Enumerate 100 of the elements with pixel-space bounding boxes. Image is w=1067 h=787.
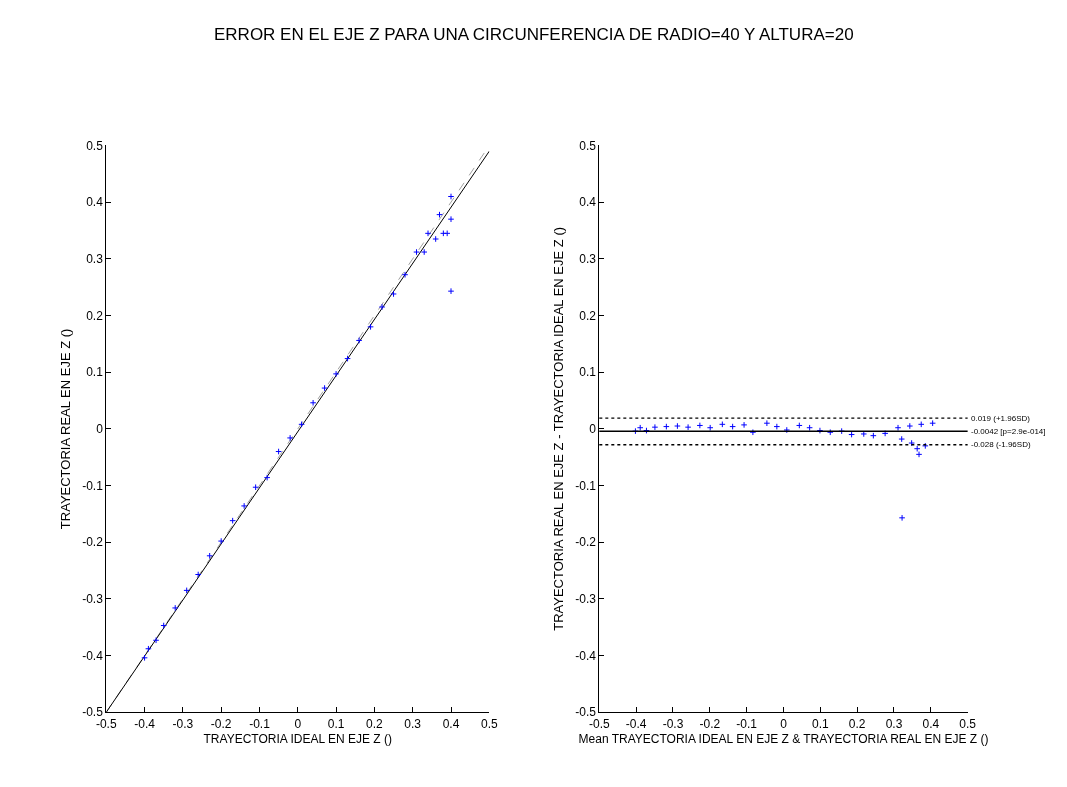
point [740, 421, 748, 429]
x-tick-label: 0.4 [442, 716, 460, 731]
text: ERROR EN EL EJE Z PARA UNA CIRCUNFERENCIA DE RADIO=40 Y ALTURA=20 [214, 25, 854, 44]
point [906, 422, 914, 430]
point [390, 290, 397, 298]
point [367, 323, 374, 331]
x-tick-label: -0.3 [172, 716, 194, 731]
point [898, 435, 906, 443]
point [684, 423, 692, 431]
y-tick-label: 0.5 [86, 138, 104, 153]
point [783, 426, 791, 434]
y-tick-label: -0.1 [575, 478, 597, 493]
point [651, 423, 659, 431]
point [447, 215, 455, 223]
x-tick-label: 0.5 [959, 716, 977, 731]
point [915, 451, 923, 458]
point [447, 287, 455, 295]
point [206, 552, 213, 560]
y-tick-label: 0.2 [86, 308, 104, 323]
ref-line-label: -0.0042 [p=2.9e-014] [971, 427, 1046, 436]
point [706, 424, 714, 432]
point [401, 271, 409, 279]
point [252, 483, 259, 491]
point [145, 645, 152, 653]
y-tick-label: -0.4 [575, 648, 597, 663]
y-tick-label: 0.1 [86, 365, 104, 380]
x-tick-label: -0.4 [625, 716, 647, 731]
x-tick-label: 0.3 [404, 716, 422, 731]
point [443, 230, 451, 237]
x-tick-label: -0.1 [249, 716, 271, 731]
ref-line-label: 0.019 (+1.96SD) [971, 414, 1031, 423]
point [447, 193, 455, 200]
y-tick-label: 0.3 [86, 252, 104, 267]
point [171, 604, 179, 612]
x-tick-label: -0.2 [699, 716, 721, 731]
y-tick-label: 0.1 [579, 365, 597, 380]
y-tick-label: 0 [589, 422, 597, 437]
y-tick-label: -0.1 [82, 478, 104, 493]
x-tick-label: 0.5 [480, 716, 498, 731]
point [378, 303, 386, 311]
point [355, 337, 363, 344]
y-tick-label: 0.4 [579, 195, 597, 210]
point [194, 571, 202, 578]
y-tick-label: 0.4 [86, 195, 104, 210]
y-tick-label: -0.5 [82, 705, 104, 720]
point [309, 399, 317, 407]
point [826, 428, 834, 436]
point [321, 384, 328, 392]
point [420, 248, 428, 256]
point [332, 370, 340, 378]
y-tick-label: 0 [96, 422, 104, 437]
point [921, 442, 929, 450]
point [152, 636, 160, 644]
y-tick-label: -0.4 [82, 648, 104, 663]
y-tick-label: 0.5 [579, 138, 597, 153]
point [929, 419, 936, 427]
point [913, 445, 921, 452]
point [240, 502, 248, 510]
point [413, 248, 420, 256]
point [286, 434, 294, 442]
y-tick-label: 0.2 [579, 308, 597, 323]
point [696, 422, 704, 429]
x-tick-label: 0.1 [811, 716, 829, 731]
point [217, 537, 225, 545]
y-tick-label: 0.3 [579, 252, 597, 267]
x-tick-label: 0.3 [885, 716, 903, 731]
y-tick-label: -0.3 [575, 592, 597, 607]
point [908, 439, 915, 447]
y-tick-label: -0.3 [82, 592, 104, 607]
x-tick-label: 0.4 [922, 716, 940, 731]
x-tick-label: 0 [780, 716, 788, 731]
x-tick-label: -0.2 [210, 716, 232, 731]
y-tick-label: -0.5 [575, 705, 597, 720]
x-tick-label: 0 [294, 716, 302, 731]
x-axis-title: TRAYECTORIA IDEAL EN EJE Z () [203, 731, 393, 746]
point [898, 514, 906, 522]
point [773, 423, 781, 430]
point [432, 235, 439, 243]
point [763, 419, 771, 427]
x-tick-label: -0.4 [134, 716, 156, 731]
y-axis-title: TRAYECTORIA REAL EN EJE Z - TRAYECTORIA IDEAL EN EJE Z () [551, 226, 567, 631]
x-tick-label: 0.2 [366, 716, 384, 731]
point [816, 427, 824, 434]
ref-line-label: -0.028 (-1.96SD) [971, 440, 1031, 449]
point [674, 422, 681, 430]
y-tick-label: -0.2 [575, 535, 597, 550]
x-tick-label: 0.2 [848, 716, 866, 731]
point [636, 424, 644, 432]
x-tick-label: -0.3 [662, 716, 684, 731]
point [917, 421, 925, 428]
x-axis-title: Mean TRAYECTORIA IDEAL EN EJE Z & TRAYECTORIA REAL EN EJE Z () [578, 731, 989, 746]
point [894, 424, 902, 432]
point [806, 424, 813, 432]
point [141, 654, 148, 662]
x-tick-label: -0.1 [736, 716, 758, 731]
point [263, 474, 271, 481]
y-axis-title: TRAYECTORIA REAL EN EJE Z () [58, 328, 74, 530]
y-tick-label: -0.2 [82, 535, 104, 550]
point [881, 430, 889, 437]
point [424, 230, 432, 237]
